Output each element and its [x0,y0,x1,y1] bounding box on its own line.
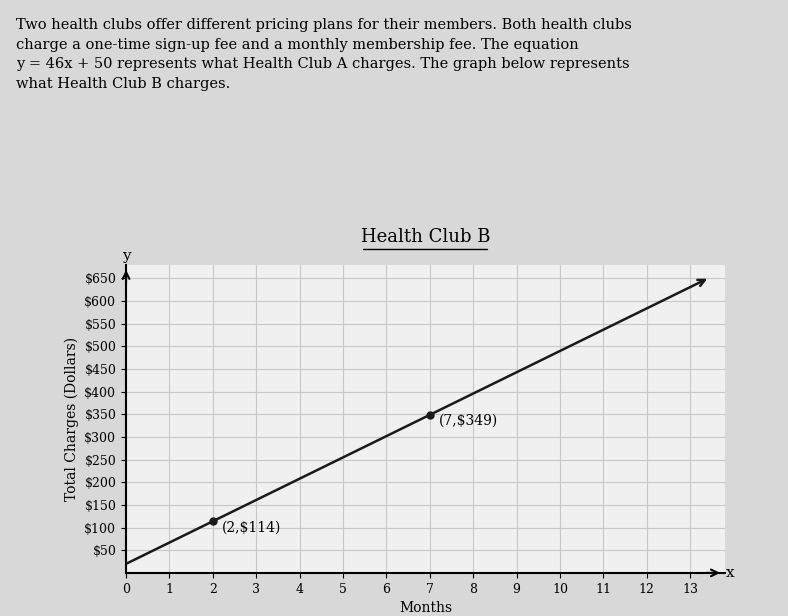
X-axis label: Months: Months [399,601,452,615]
Text: x: x [726,566,734,580]
Text: Health Club B: Health Club B [361,229,490,246]
Text: (2,$114): (2,$114) [221,520,281,534]
Text: (7,$349): (7,$349) [439,414,498,428]
Text: Two health clubs offer different pricing plans for their members. Both health cl: Two health clubs offer different pricing… [16,18,632,91]
Text: y: y [122,249,130,262]
Y-axis label: Total Charges (Dollars): Total Charges (Dollars) [65,337,79,501]
